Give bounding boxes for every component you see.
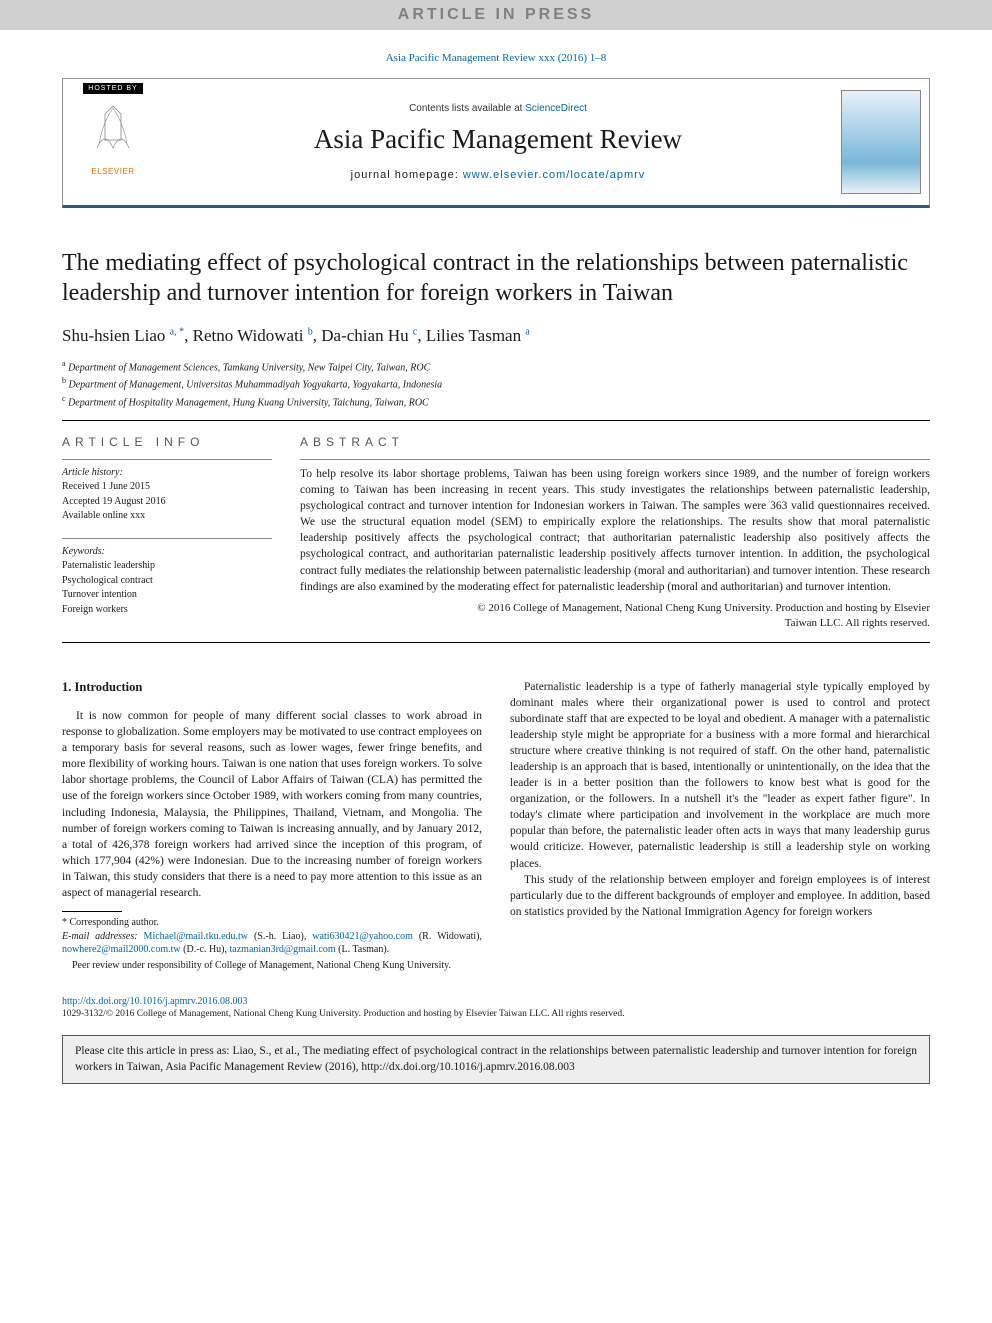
history-label: Article history: — [62, 466, 272, 481]
email-addresses: E-mail addresses: Michael@mail.tku.edu.t… — [62, 930, 482, 957]
contents-line: Contents lists available at ScienceDirec… — [409, 103, 587, 114]
abstract-text: To help resolve its labor shortage probl… — [300, 466, 930, 595]
history-line: Available online xxx — [62, 509, 272, 524]
email-link[interactable]: nowhere2@mail2000.com.tw — [62, 944, 181, 955]
abstract-column: abstract To help resolve its labor short… — [300, 435, 930, 632]
authors-line: Shu-hsien Liao a, *, Retno Widowati b, D… — [62, 326, 930, 346]
introduction-heading: 1. Introduction — [62, 679, 482, 697]
email-link[interactable]: tazmanian3rd@gmail.com — [230, 944, 336, 955]
body-paragraph: This study of the relationship between e… — [510, 872, 930, 920]
sciencedirect-link[interactable]: ScienceDirect — [525, 103, 587, 114]
homepage-prefix: journal homepage: — [351, 169, 463, 181]
page-content: Asia Pacific Management Review xxx (2016… — [0, 30, 992, 1019]
two-column-body: 1. Introduction It is now common for peo… — [62, 679, 930, 973]
body-paragraph: Paternalistic leadership is a type of fa… — [510, 679, 930, 872]
article-info-heading: article info — [62, 435, 272, 449]
keyword-line: Psychological contract — [62, 574, 272, 589]
divider — [62, 459, 272, 460]
divider — [62, 538, 272, 539]
corresponding-author: * Corresponding author. — [62, 916, 482, 930]
affiliation-line: a Department of Management Sciences, Tam… — [62, 358, 930, 375]
keywords-label: Keywords: — [62, 545, 272, 560]
abstract-copyright: © 2016 College of Management, National C… — [300, 601, 930, 632]
cover-column — [833, 79, 929, 205]
email-link[interactable]: wati630421@yahoo.com — [312, 931, 413, 942]
elsevier-logo: ELSEVIER — [85, 100, 141, 176]
copyright-line-1: © 2016 College of Management, National C… — [300, 601, 930, 616]
body-section: 1. Introduction It is now common for peo… — [62, 679, 930, 973]
keyword-line: Foreign workers — [62, 603, 272, 618]
info-abstract-row: article info Article history: Received 1… — [62, 435, 930, 632]
citation-box: Please cite this article in press as: Li… — [62, 1035, 930, 1084]
divider — [62, 420, 930, 421]
keyword-line: Turnover intention — [62, 588, 272, 603]
hosted-by-badge: HOSTED BY — [83, 83, 142, 94]
doi-link[interactable]: http://dx.doi.org/10.1016/j.apmrv.2016.0… — [62, 996, 248, 1007]
issn-copyright-line: 1029-3132/© 2016 College of Management, … — [62, 1009, 930, 1019]
peer-review-note: Peer review under responsibility of Coll… — [62, 959, 482, 973]
homepage-line: journal homepage: www.elsevier.com/locat… — [351, 169, 646, 181]
keyword-line: Paternalistic leadership — [62, 559, 272, 574]
doi-line: http://dx.doi.org/10.1016/j.apmrv.2016.0… — [62, 996, 930, 1007]
abstract-heading: abstract — [300, 435, 930, 449]
divider — [62, 642, 930, 643]
homepage-link[interactable]: www.elsevier.com/locate/apmrv — [463, 169, 645, 181]
contents-prefix: Contents lists available at — [409, 103, 525, 114]
history-line: Accepted 19 August 2016 — [62, 495, 272, 510]
elsevier-text: ELSEVIER — [85, 167, 141, 176]
affiliation-line: c Department of Hospitality Management, … — [62, 393, 930, 410]
history-line: Received 1 June 2015 — [62, 480, 272, 495]
article-title: The mediating effect of psychological co… — [62, 248, 930, 308]
journal-header-box: HOSTED BY ELSEVIER Contents lists availa… — [62, 78, 930, 208]
copyright-line-2: Taiwan LLC. All rights reserved. — [300, 616, 930, 631]
journal-name: Asia Pacific Management Review — [314, 124, 682, 155]
journal-reference: Asia Pacific Management Review xxx (2016… — [62, 52, 930, 64]
article-info-column: article info Article history: Received 1… — [62, 435, 272, 632]
header-center: Contents lists available at ScienceDirec… — [163, 79, 833, 205]
body-paragraph: It is now common for people of many diff… — [62, 708, 482, 901]
article-history-block: Article history: Received 1 June 2015Acc… — [62, 466, 272, 524]
affiliations: a Department of Management Sciences, Tam… — [62, 358, 930, 410]
article-in-press-banner: ARTICLE IN PRESS — [0, 0, 992, 30]
email-link[interactable]: Michael@mail.tku.edu.tw — [144, 931, 248, 942]
affiliation-line: b Department of Management, Universitas … — [62, 375, 930, 392]
journal-cover-thumbnail — [841, 90, 921, 194]
journal-ref-link[interactable]: Asia Pacific Management Review xxx (2016… — [386, 52, 607, 64]
divider — [300, 459, 930, 460]
keywords-block: Keywords: Paternalistic leadershipPsycho… — [62, 545, 272, 618]
hosted-by-column: HOSTED BY ELSEVIER — [63, 79, 163, 205]
footnotes-block: * Corresponding author.E-mail addresses:… — [62, 911, 482, 972]
